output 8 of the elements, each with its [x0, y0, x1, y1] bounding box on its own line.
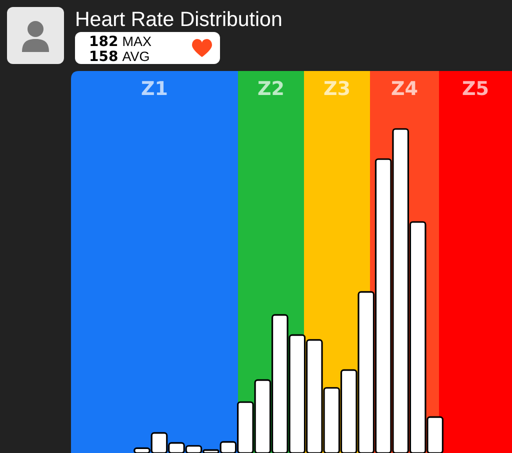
text: 158 AVG — [89, 49, 150, 65]
text: Z4 — [391, 78, 418, 100]
text: 182 MAX — [89, 34, 152, 50]
text: Z5 — [462, 78, 489, 100]
text: Z2 — [258, 78, 284, 100]
chart-title: Heart Rate Distribution — [75, 8, 282, 31]
text: Z1 — [141, 78, 168, 100]
text: Z3 — [324, 78, 350, 100]
